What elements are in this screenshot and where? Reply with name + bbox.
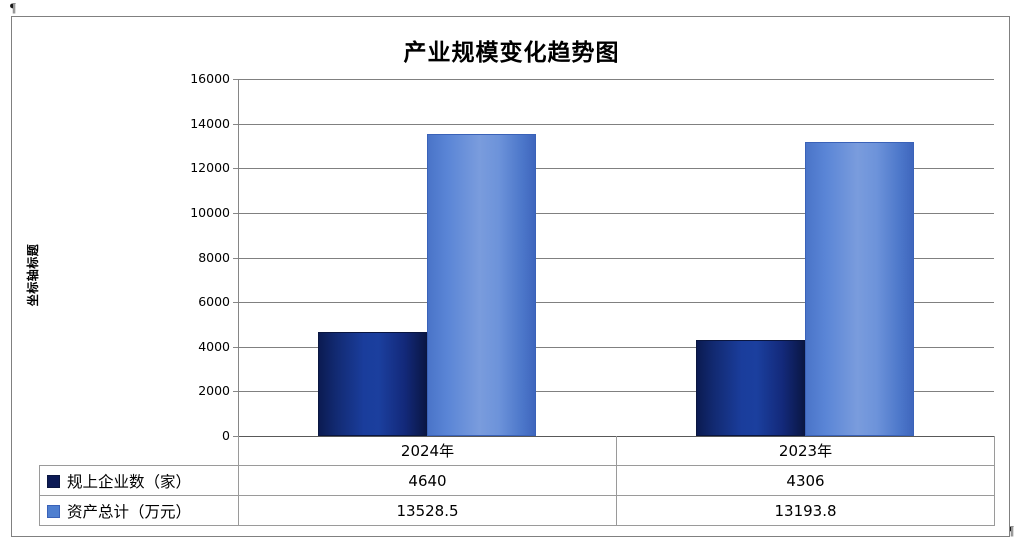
y-axis-tick xyxy=(233,123,238,125)
bar-2024年-资产总计（万元）[interactable] xyxy=(427,134,536,436)
y-axis-label: 10000 xyxy=(190,204,230,220)
bar-2023年-规上企业数（家）[interactable] xyxy=(696,339,805,436)
y-axis-tick xyxy=(233,436,238,437)
y-axis-title: 坐标轴标题 xyxy=(26,243,40,307)
category-label-2024年: 2024年 xyxy=(238,436,617,466)
gridline xyxy=(238,123,994,125)
legend-item-label: 资产总计（万元） xyxy=(67,502,192,521)
gridline xyxy=(238,346,994,348)
value-cell-2024年-资产总计（万元）: 13528.5 xyxy=(238,495,617,526)
gridline xyxy=(238,257,994,259)
gridline xyxy=(238,212,994,214)
y-axis-label: 6000 xyxy=(198,294,230,310)
y-axis-tick xyxy=(233,168,238,170)
y-axis-tick xyxy=(233,346,238,348)
plot-area: 16000 14000 12000 10000 8000 6000 4000 2000 0 xyxy=(190,71,994,443)
bar-2023年-资产总计（万元）[interactable] xyxy=(805,141,914,436)
gridline xyxy=(238,391,994,393)
legend-item-规上企业数（家）[interactable]: 规上企业数（家） xyxy=(39,465,239,496)
legend-swatch-icon xyxy=(47,504,60,518)
gridline xyxy=(238,302,994,304)
legend-item-资产总计（万元）[interactable]: 资产总计（万元） xyxy=(39,495,239,526)
value-cell-2023年-资产总计（万元）: 13193.8 xyxy=(616,495,995,526)
y-axis-tick xyxy=(233,302,238,304)
table-row-categories: 2024年 2023年 xyxy=(40,436,995,466)
y-axis-tick xyxy=(233,212,238,214)
y-axis-label: 0 xyxy=(222,428,230,443)
paragraph-mark-top: ¶ xyxy=(10,0,16,15)
y-axis-tick xyxy=(233,391,238,393)
legend-item-label: 规上企业数（家） xyxy=(67,472,192,491)
paragraph-mark-bottom: ¶ xyxy=(1008,523,1014,538)
value-cell-2024年-规上企业数（家）: 4640 xyxy=(238,465,617,496)
y-axis-label: 16000 xyxy=(190,71,230,86)
gridline xyxy=(238,168,994,170)
category-label-2023年: 2023年 xyxy=(616,436,995,466)
gridline xyxy=(238,79,994,80)
y-axis-tick xyxy=(233,257,238,259)
chart-data-table: 2024年 2023年规上企业数（家） 4640 4306 资产总计（万元） 13528.… xyxy=(39,436,995,526)
table-corner-cell xyxy=(40,436,239,466)
legend-swatch-icon xyxy=(47,474,60,488)
value-cell-2023年-规上企业数（家）: 4306 xyxy=(616,465,995,496)
y-axis-label: 14000 xyxy=(190,115,230,131)
y-axis-tick xyxy=(233,79,238,80)
y-axis-label: 2000 xyxy=(198,383,230,399)
y-axis-label: 4000 xyxy=(198,338,230,354)
table-row: 资产总计（万元） 13528.5 13193.8 xyxy=(39,495,995,526)
bar-2024年-规上企业数（家）[interactable] xyxy=(318,332,427,436)
y-axis-label: 8000 xyxy=(198,249,230,265)
y-axis-label: 12000 xyxy=(190,160,230,176)
chart-container[interactable]: 产业规模变化趋势图 坐标轴标题 16000 14000 12000 10000 8000… xyxy=(11,16,1010,537)
chart-title: 产业规模变化趋势图 xyxy=(403,40,620,66)
table-row: 规上企业数（家） 4640 4306 xyxy=(39,465,995,496)
